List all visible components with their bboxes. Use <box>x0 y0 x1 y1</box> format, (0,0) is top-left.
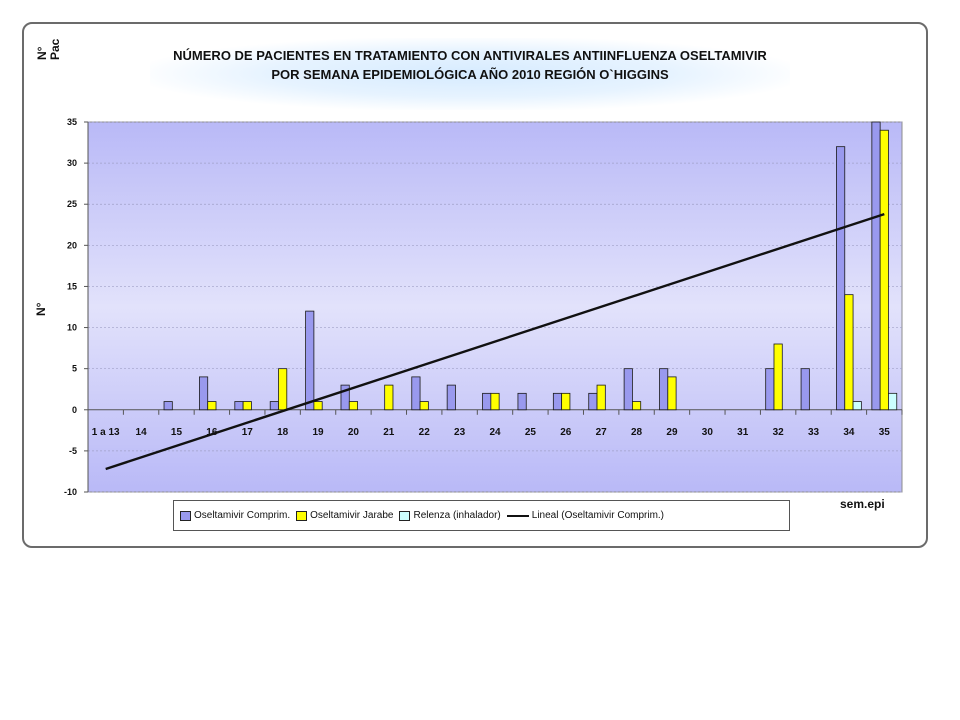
legend-item-jarabe: Oseltamivir Jarabe <box>296 510 393 521</box>
legend-item-trend: Lineal (Oseltamivir Comprim.) <box>506 510 665 521</box>
y-tick-label: 35 <box>67 117 77 127</box>
bar <box>207 401 217 411</box>
bar <box>844 294 854 411</box>
x-tick-label: 31 <box>737 427 749 438</box>
trendline <box>105 212 885 471</box>
chart-title-line2: POR SEMANA EPIDEMIOLÓGICA AÑO 2010 REGIÓ… <box>271 67 669 82</box>
y-tick-label: 25 <box>67 199 77 209</box>
x-tick-label: 27 <box>596 427 608 438</box>
bar <box>348 401 358 411</box>
x-tick-label: 24 <box>489 427 501 438</box>
bar <box>446 384 456 411</box>
bar <box>517 392 527 411</box>
legend-label-relenza: Relenza (inhalador) <box>413 510 501 521</box>
bar <box>234 401 244 411</box>
bar <box>879 129 889 411</box>
y-tick-label: 5 <box>72 364 77 374</box>
bar <box>632 401 642 411</box>
x-tick-label: 16 <box>206 427 218 438</box>
bar <box>800 368 810 411</box>
x-tick-label: 35 <box>879 427 891 438</box>
legend-swatch-comprim <box>180 510 191 521</box>
legend: Oseltamivir Comprim. Oseltamivir Jarabe … <box>173 500 790 531</box>
bar <box>163 401 173 411</box>
x-tick-label: 14 <box>136 427 148 438</box>
bar <box>871 121 881 411</box>
bar <box>773 343 783 411</box>
x-tick-label: 32 <box>773 427 785 438</box>
y-tick-label: 0 <box>72 405 77 415</box>
bar <box>340 384 350 411</box>
legend-swatch-jarabe <box>296 510 308 521</box>
bar <box>623 368 633 411</box>
bar <box>765 368 775 411</box>
x-tick-label: 19 <box>312 427 324 438</box>
x-tick-label: 20 <box>348 427 360 438</box>
bar <box>242 401 252 411</box>
x-tick-label: 30 <box>702 427 714 438</box>
bar <box>561 392 571 411</box>
bar <box>305 310 315 411</box>
x-tick-label: 25 <box>525 427 537 438</box>
y-tick-label: 30 <box>67 158 77 168</box>
x-tick-label: 34 <box>843 427 855 438</box>
bar <box>278 368 288 411</box>
x-tick-label: 29 <box>666 427 678 438</box>
bar <box>888 392 898 411</box>
x-tick-label: 15 <box>171 427 183 438</box>
legend-swatch-relenza <box>399 510 411 521</box>
legend-label-trend: Lineal (Oseltamivir Comprim.) <box>531 510 665 521</box>
legend-item-relenza: Relenza (inhalador) <box>399 510 501 521</box>
x-axis-label: sem.epi <box>840 497 885 511</box>
x-tick-label: 18 <box>277 427 289 438</box>
chart-title-line1: NÚMERO DE PACIENTES EN TRATAMIENTO CON A… <box>173 48 767 63</box>
x-tick-label: 28 <box>631 427 643 438</box>
x-tick-label: 33 <box>808 427 820 438</box>
bar <box>419 401 429 411</box>
y-tick-label: 20 <box>67 240 77 250</box>
bar <box>199 376 209 411</box>
bar <box>490 392 500 411</box>
chart-title: NÚMERO DE PACIENTES EN TRATAMIENTO CON A… <box>120 46 820 84</box>
bar <box>313 401 323 411</box>
y-tick-label: 10 <box>67 323 77 333</box>
y-tick-label: 15 <box>67 281 77 291</box>
legend-item-comprim: Oseltamivir Comprim. <box>180 510 290 521</box>
y-tick-label: -5 <box>69 446 77 456</box>
bar <box>659 368 669 411</box>
y-tick-label: -10 <box>64 487 77 497</box>
bar <box>596 384 606 411</box>
bar <box>552 392 563 411</box>
x-tick-label: 21 <box>383 427 395 438</box>
x-tick-label: 17 <box>242 427 254 438</box>
x-tick-label: 26 <box>560 427 572 438</box>
legend-label-comprim: Oseltamivir Comprim. <box>194 510 291 521</box>
x-tick-label: 1 a 13 <box>92 427 120 438</box>
x-tick-label: 22 <box>419 427 431 438</box>
bar <box>384 384 394 411</box>
bar <box>411 376 421 411</box>
bar <box>588 392 598 411</box>
bar <box>269 401 279 411</box>
x-tick-label: 23 <box>454 427 466 438</box>
bar <box>836 146 846 411</box>
bar <box>667 376 677 411</box>
title-glow <box>150 38 790 110</box>
legend-label-jarabe: Oseltamivir Jarabe <box>310 510 394 521</box>
legend-swatch-trend <box>506 514 529 517</box>
bar <box>852 401 862 411</box>
bar <box>482 392 492 411</box>
